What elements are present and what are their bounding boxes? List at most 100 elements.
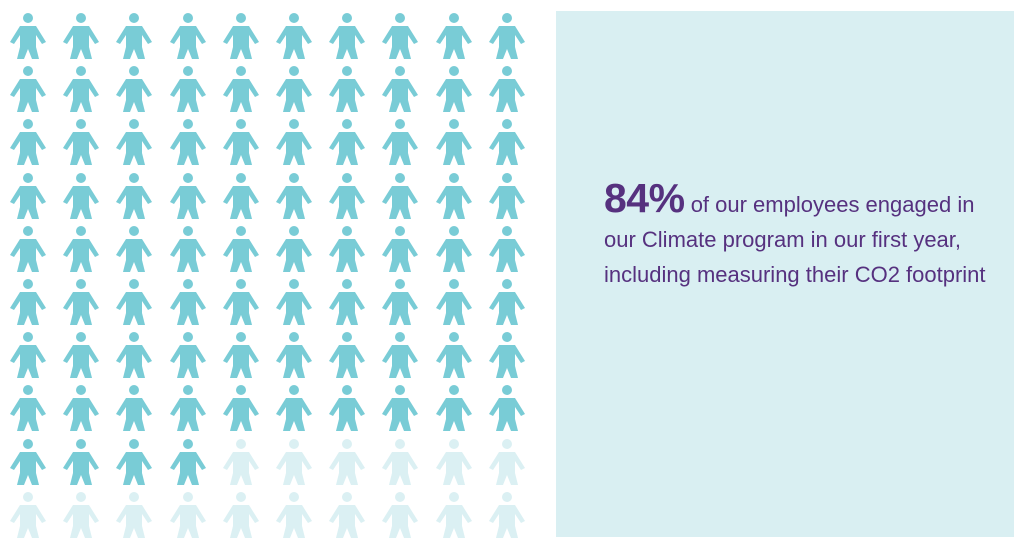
person-icon-highlighted: [114, 332, 154, 379]
person-icon-highlighted: [8, 438, 48, 485]
person-icon-remaining: [434, 491, 474, 538]
person-icon-remaining: [274, 491, 314, 538]
person-icon-highlighted: [61, 119, 101, 166]
person-icon-highlighted: [327, 119, 367, 166]
person-icon-highlighted: [274, 332, 314, 379]
person-icon-highlighted: [8, 66, 48, 113]
person-icon-highlighted: [168, 332, 208, 379]
person-icon-highlighted: [434, 172, 474, 219]
person-icon-highlighted: [487, 119, 527, 166]
person-icon-highlighted: [327, 172, 367, 219]
person-icon-highlighted: [114, 172, 154, 219]
person-icon-highlighted: [114, 225, 154, 272]
person-icon-highlighted: [487, 172, 527, 219]
person-icon-highlighted: [168, 279, 208, 325]
person-icon-highlighted: [8, 172, 48, 219]
person-icon-remaining: [434, 438, 474, 485]
person-icon-highlighted: [434, 66, 474, 113]
person-icon-remaining: [380, 491, 420, 538]
person-icon-highlighted: [380, 119, 420, 166]
stat-value: 84%: [604, 175, 685, 221]
person-icon-highlighted: [380, 13, 420, 59]
person-icon-highlighted: [274, 279, 314, 325]
person-icon-highlighted: [8, 385, 48, 432]
person-icon-highlighted: [221, 385, 261, 432]
person-icon-highlighted: [380, 385, 420, 432]
person-icon-highlighted: [168, 13, 208, 59]
person-icon-highlighted: [274, 172, 314, 219]
person-icon-highlighted: [61, 279, 101, 325]
person-icon-highlighted: [380, 225, 420, 272]
person-icon-highlighted: [168, 172, 208, 219]
person-icon-highlighted: [221, 66, 261, 113]
person-icon-highlighted: [61, 172, 101, 219]
person-icon-highlighted: [8, 279, 48, 325]
stat-text: 84% of our employees engaged in our Clim…: [604, 178, 996, 292]
person-icon-remaining: [274, 438, 314, 485]
person-icon-highlighted: [434, 13, 474, 59]
person-icon-highlighted: [434, 119, 474, 166]
person-icon-remaining: [487, 438, 527, 485]
person-icon-highlighted: [434, 385, 474, 432]
person-icon-highlighted: [168, 225, 208, 272]
person-icon-highlighted: [327, 225, 367, 272]
person-icon-highlighted: [114, 66, 154, 113]
person-icon-highlighted: [168, 438, 208, 485]
person-icon-highlighted: [487, 225, 527, 272]
waffle-chart: [8, 13, 527, 538]
person-icon-highlighted: [487, 332, 527, 379]
person-icon-remaining: [380, 438, 420, 485]
person-icon-highlighted: [221, 279, 261, 325]
person-icon-highlighted: [327, 279, 367, 325]
person-icon-highlighted: [61, 225, 101, 272]
person-icon-highlighted: [327, 13, 367, 59]
person-icon-highlighted: [274, 225, 314, 272]
person-icon-highlighted: [168, 66, 208, 113]
person-icon-highlighted: [274, 13, 314, 59]
person-icon-highlighted: [380, 172, 420, 219]
person-icon-highlighted: [114, 385, 154, 432]
person-icon-remaining: [327, 491, 367, 538]
person-icon-remaining: [221, 491, 261, 538]
person-icon-highlighted: [327, 66, 367, 113]
person-icon-remaining: [8, 491, 48, 538]
person-icon-remaining: [221, 438, 261, 485]
person-icon-highlighted: [327, 332, 367, 379]
person-icon-highlighted: [61, 438, 101, 485]
person-icon-highlighted: [434, 279, 474, 325]
person-icon-highlighted: [380, 66, 420, 113]
person-icon-highlighted: [221, 225, 261, 272]
person-icon-highlighted: [487, 279, 527, 325]
person-icon-highlighted: [327, 385, 367, 432]
person-icon-remaining: [114, 491, 154, 538]
person-icon-highlighted: [434, 225, 474, 272]
person-icon-highlighted: [221, 172, 261, 219]
person-icon-remaining: [327, 438, 367, 485]
person-icon-highlighted: [274, 385, 314, 432]
person-icon-highlighted: [168, 385, 208, 432]
stat-caption: of our employees engaged in our Climate …: [604, 192, 986, 287]
person-icon-remaining: [487, 491, 527, 538]
stat-panel: 84% of our employees engaged in our Clim…: [556, 11, 1014, 537]
person-icon-highlighted: [61, 66, 101, 113]
person-icon-highlighted: [274, 66, 314, 113]
person-icon-highlighted: [8, 332, 48, 379]
person-icon-highlighted: [8, 13, 48, 59]
person-icon-highlighted: [221, 119, 261, 166]
person-icon-highlighted: [221, 332, 261, 379]
person-icon-highlighted: [114, 438, 154, 485]
person-icon-remaining: [61, 491, 101, 538]
person-icon-highlighted: [221, 13, 261, 59]
person-icon-highlighted: [8, 225, 48, 272]
person-icon-highlighted: [8, 119, 48, 166]
person-icon-highlighted: [434, 332, 474, 379]
person-icon-highlighted: [487, 385, 527, 432]
person-icon-highlighted: [168, 119, 208, 166]
person-icon-highlighted: [114, 119, 154, 166]
person-icon-highlighted: [114, 279, 154, 325]
person-icon-highlighted: [61, 385, 101, 432]
person-icon-highlighted: [487, 66, 527, 113]
person-icon-highlighted: [61, 13, 101, 59]
person-icon-highlighted: [380, 279, 420, 325]
person-icon-highlighted: [380, 332, 420, 379]
